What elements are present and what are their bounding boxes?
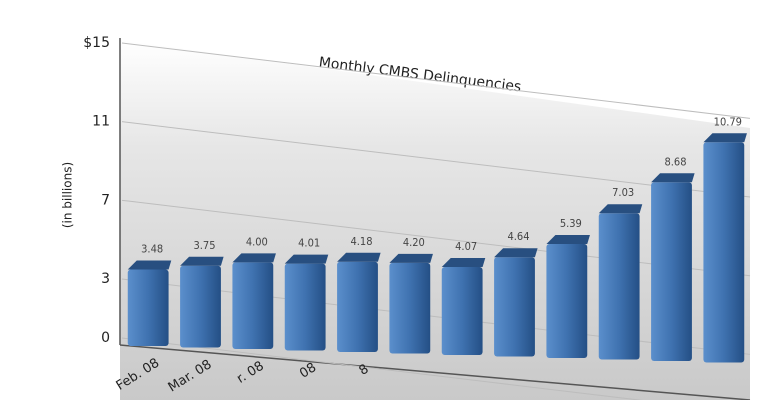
bar-top [180, 256, 224, 266]
value-label: 8.68 [664, 155, 686, 168]
value-label: 4.00 [246, 235, 268, 248]
grid-line [121, 121, 751, 198]
value-label: 4.18 [350, 235, 372, 248]
grid-line [121, 199, 751, 277]
bar [284, 263, 326, 351]
value-label: 4.20 [403, 236, 425, 249]
bar-top [337, 252, 381, 262]
bar [494, 257, 535, 357]
bar [651, 182, 692, 361]
bar-top [598, 204, 643, 214]
y-axis-label: (in billions) [61, 162, 75, 228]
value-label: 4.01 [298, 237, 320, 250]
bar-top [546, 234, 590, 244]
y-tick-label: 3 [101, 271, 110, 287]
bar-top [441, 257, 486, 267]
bar [389, 262, 431, 354]
bar [441, 266, 483, 355]
value-label: 3.75 [193, 239, 215, 252]
grid-line [121, 278, 751, 355]
value-label: 4.07 [455, 240, 477, 253]
bar [703, 142, 745, 363]
bar [232, 262, 274, 349]
grid-line [121, 42, 751, 119]
bar-top [389, 253, 433, 263]
bar-top [703, 133, 747, 143]
bar-top [494, 248, 538, 258]
bar-top [651, 173, 695, 183]
value-label: 5.39 [560, 217, 582, 230]
bar [337, 261, 378, 352]
bar-top [232, 253, 276, 263]
y-tick-label: $15 [83, 35, 110, 51]
x-axis [119, 344, 751, 400]
y-tick-label: 0 [101, 330, 110, 346]
value-label: 4.64 [507, 230, 529, 243]
plot-backdrop [120, 40, 750, 400]
value-label: 7.03 [612, 186, 634, 199]
y-tick-label: 7 [101, 192, 110, 208]
x-tick-label: 08 [297, 360, 319, 381]
bar [127, 269, 169, 346]
bar [598, 213, 640, 360]
bar-top [127, 260, 172, 270]
value-label: 3.48 [141, 243, 163, 256]
grid-line [121, 337, 643, 400]
bar [546, 243, 588, 358]
value-label: 10.79 [714, 115, 742, 128]
bar-top [284, 254, 329, 264]
y-tick-label: 11 [92, 114, 110, 130]
bar [180, 265, 221, 348]
